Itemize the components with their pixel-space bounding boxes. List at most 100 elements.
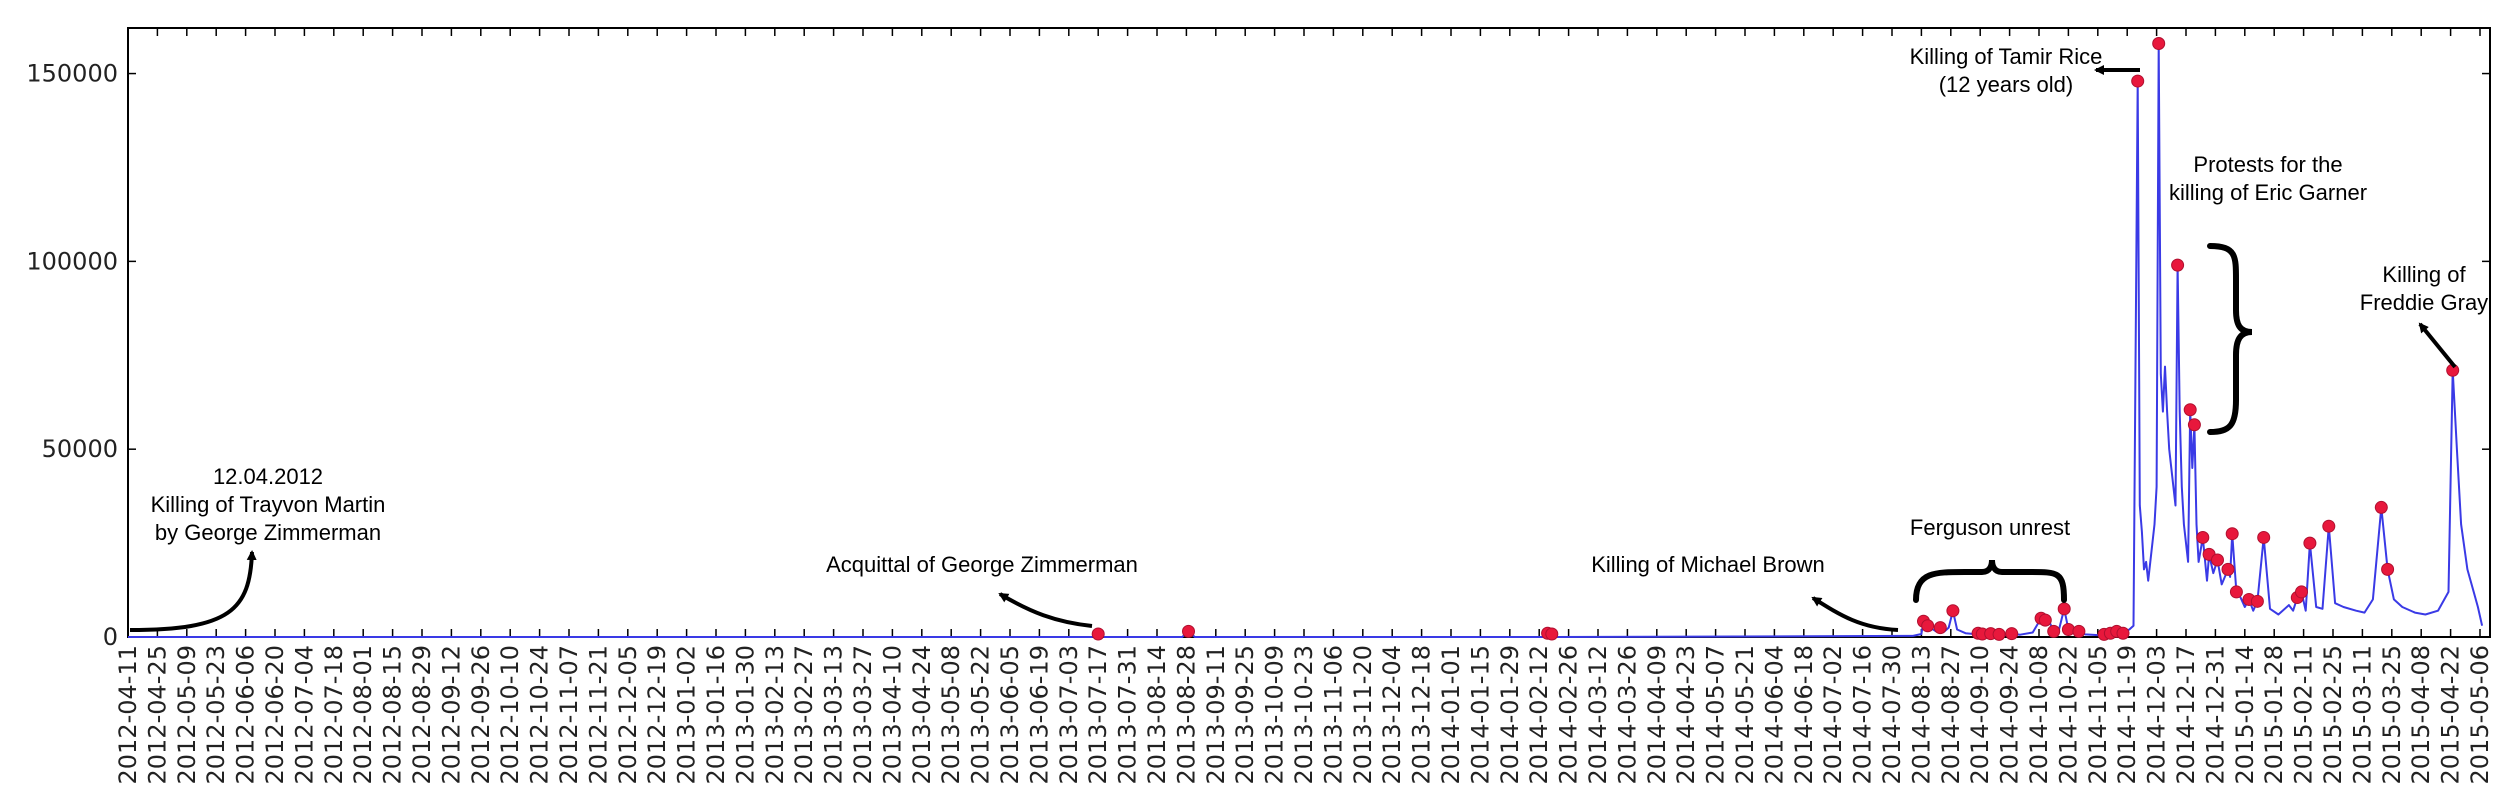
x-tick-label: 2012-07-04	[290, 645, 318, 784]
event-marker	[2038, 613, 2052, 627]
x-tick-label: 2013-06-05	[996, 645, 1024, 784]
event-marker	[2250, 594, 2264, 608]
annotation-garner: killing of Eric Garner	[2169, 180, 2367, 205]
x-tick-label: 2014-12-31	[2201, 645, 2229, 784]
x-tick-label: 2015-01-14	[2231, 645, 2259, 784]
x-tick-label: 2013-07-17	[1084, 645, 1112, 784]
annotation-brace	[2207, 243, 2253, 435]
y-tick-label: 0	[103, 623, 118, 651]
annotation-trayvon: Killing of Trayvon Martin	[151, 492, 386, 517]
event-marker	[2221, 562, 2235, 576]
x-tick-label: 2014-07-30	[1878, 645, 1906, 784]
annotation-acquittal: Acquittal of George Zimmerman	[826, 552, 1138, 577]
x-tick-label: 2014-01-29	[1496, 645, 1524, 784]
annotation-trayvon: by George Zimmerman	[155, 520, 381, 545]
annotation-rice: Killing of Tamir Rice	[1910, 44, 2103, 69]
x-tick-label: 2013-04-24	[908, 645, 936, 784]
x-tick-label: 2013-02-13	[761, 645, 789, 784]
event-marker	[2131, 74, 2145, 88]
x-tick-label: 2015-03-25	[2378, 645, 2406, 784]
annotation-garner: Protests for the	[2193, 152, 2342, 177]
event-marker	[2303, 536, 2317, 550]
x-tick-label: 2012-12-19	[643, 645, 671, 784]
event-marker	[1933, 621, 1947, 635]
event-marker	[2183, 403, 2197, 417]
event-marker	[1545, 627, 1559, 641]
x-tick-label: 2013-09-25	[1231, 645, 1259, 784]
x-tick-label: 2013-03-13	[820, 645, 848, 784]
x-tick-label: 2015-02-11	[2290, 645, 2318, 784]
x-tick-label: 2012-08-29	[408, 645, 436, 784]
x-tick-label: 2014-03-12	[1584, 645, 1612, 784]
x-tick-label: 2012-07-18	[320, 645, 348, 784]
x-tick-label: 2014-11-19	[2113, 645, 2141, 784]
event-marker	[2225, 527, 2239, 541]
x-tick-label: 2013-12-04	[1378, 645, 1406, 784]
event-marker	[2152, 37, 2166, 51]
x-tick-label: 2012-04-25	[143, 645, 171, 784]
x-tick-label: 2013-11-20	[1349, 645, 1377, 784]
x-tick-label: 2015-05-06	[2466, 645, 2494, 784]
x-tick-label: 2014-10-22	[2054, 645, 2082, 784]
x-tick-label: 2012-08-15	[379, 645, 407, 784]
x-tick-label: 2013-11-06	[1319, 645, 1347, 784]
x-tick-label: 2012-05-09	[173, 645, 201, 784]
event-marker	[2116, 626, 2130, 640]
event-marker	[2196, 530, 2210, 544]
x-tick-label: 2013-02-27	[790, 645, 818, 784]
annotation-ferguson: Ferguson unrest	[1910, 515, 2070, 540]
x-tick-label: 2014-07-02	[1819, 645, 1847, 784]
x-tick-label: 2014-09-10	[1966, 645, 1994, 784]
x-tick-label: 2013-10-23	[1290, 645, 1318, 784]
event-marker	[2057, 602, 2071, 616]
event-marker	[2061, 622, 2075, 636]
x-tick-label: 2014-11-05	[2084, 645, 2112, 784]
x-tick-label: 2012-05-23	[202, 645, 230, 784]
event-marker	[2171, 258, 2185, 272]
event-marker	[2381, 562, 2395, 576]
x-tick-label: 2014-06-18	[1790, 645, 1818, 784]
x-tick-label: 2012-04-11	[114, 645, 142, 784]
event-marker	[1921, 619, 1935, 633]
annotation-brace	[1913, 559, 2067, 603]
x-tick-label: 2012-12-05	[614, 645, 642, 784]
x-tick-label: 2014-05-07	[1702, 645, 1730, 784]
x-tick-label: 2013-04-10	[878, 645, 906, 784]
x-tick-label: 2013-03-27	[849, 645, 877, 784]
x-tick-label: 2014-02-12	[1525, 645, 1553, 784]
x-tick-label: 2013-01-02	[673, 645, 701, 784]
annotation-arrow	[129, 550, 257, 632]
annotation-trayvon: 12.04.2012	[213, 464, 323, 489]
x-tick-label: 2013-07-31	[1114, 645, 1142, 784]
x-tick-label: 2014-02-26	[1555, 645, 1583, 784]
annotation-arrow	[998, 592, 1093, 628]
x-tick-label: 2012-06-06	[232, 645, 260, 784]
x-tick-label: 2012-08-01	[349, 645, 377, 784]
x-tick-label: 2014-04-23	[1672, 645, 1700, 784]
event-marker	[2374, 500, 2388, 514]
y-tick-label: 100000	[26, 247, 118, 275]
x-tick-label: 2014-07-16	[1849, 645, 1877, 784]
event-marker	[2187, 418, 2201, 432]
annotation-gray: Freddie Gray	[2360, 290, 2488, 315]
event-marker	[2257, 530, 2271, 544]
x-tick-label: 2013-01-30	[731, 645, 759, 784]
x-tick-label: 2013-07-03	[1055, 645, 1083, 784]
x-tick-label: 2012-11-07	[555, 645, 583, 784]
annotation-rice: (12 years old)	[1939, 72, 2074, 97]
x-tick-label: 2014-08-13	[1907, 645, 1935, 784]
event-marker	[2211, 553, 2224, 567]
x-tick-label: 2013-10-09	[1261, 645, 1289, 784]
x-tick-label: 2014-04-09	[1643, 645, 1671, 784]
x-tick-label: 2015-04-08	[2407, 645, 2435, 784]
x-tick-label: 2012-11-21	[584, 645, 612, 784]
data-series-line	[128, 42, 2484, 638]
x-tick-label: 2013-06-19	[1025, 645, 1053, 784]
event-marker	[1091, 627, 1105, 641]
event-marker	[1182, 624, 1195, 638]
annotation-brown: Killing of Michael Brown	[1591, 552, 1825, 577]
x-tick-label: 2014-12-17	[2172, 645, 2200, 784]
x-tick-label: 2013-09-11	[1202, 645, 1230, 784]
